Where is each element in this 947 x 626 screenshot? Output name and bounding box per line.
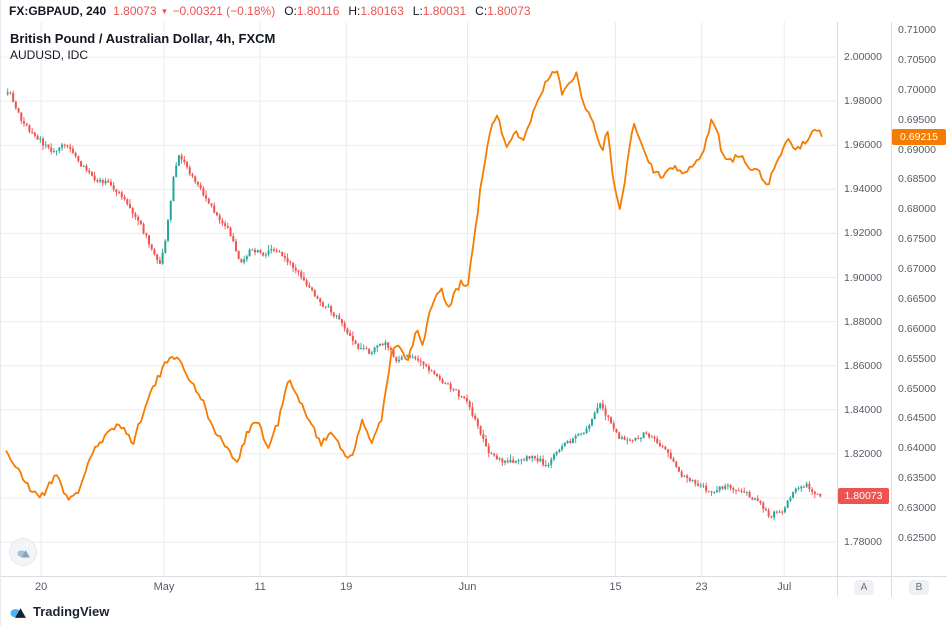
legend-overlay-series[interactable]: AUDUSD, IDC bbox=[10, 48, 89, 62]
axis-separator-b bbox=[891, 22, 892, 597]
price-tick-label: 0.65000 bbox=[898, 382, 936, 395]
price-tick-label: 0.69500 bbox=[898, 113, 936, 126]
price-tick-label: 1.82000 bbox=[844, 447, 882, 460]
ohlc-high: H:1.80163 bbox=[348, 4, 404, 18]
chart-canvas bbox=[1, 22, 837, 576]
price-tick-label: 1.88000 bbox=[844, 315, 882, 328]
last-price: 1.80073 bbox=[113, 4, 157, 18]
price-tick-label: 1.78000 bbox=[844, 536, 882, 549]
price-tick-label: 0.66000 bbox=[898, 322, 936, 335]
time-tick-label: Jul bbox=[777, 581, 792, 593]
price-tick-label: 1.84000 bbox=[844, 403, 882, 416]
time-tick-label: Jun bbox=[458, 581, 477, 593]
tradingview-watermark-button[interactable] bbox=[9, 538, 37, 566]
price-tick-label: 0.66500 bbox=[898, 292, 936, 305]
tradingview-logo-icon bbox=[16, 549, 30, 557]
price-tick-label: 0.63000 bbox=[898, 502, 936, 515]
price-tick-label: 0.70000 bbox=[898, 83, 936, 96]
tradingview-logo-icon bbox=[10, 607, 26, 618]
time-tick-label: 11 bbox=[254, 581, 266, 593]
chart-plot-area[interactable]: British Pound / Australian Dollar, 4h, F… bbox=[1, 22, 837, 576]
price-tick-label: 2.00000 bbox=[844, 51, 882, 64]
price-tick-label: 0.64000 bbox=[898, 442, 936, 455]
price-tick-label: 1.96000 bbox=[844, 139, 882, 152]
price-tick-label: 0.67000 bbox=[898, 263, 936, 276]
price-tick-label: 0.62500 bbox=[898, 531, 936, 544]
price-tick-label: 0.71000 bbox=[898, 24, 936, 36]
price-tick-label: 0.64500 bbox=[898, 412, 936, 425]
price-scale-b-button[interactable]: B bbox=[909, 580, 929, 595]
symbol-info-bar: FX:GBPAUD, 240 1.80073 ▼ −0.00321 (−0.18… bbox=[1, 0, 947, 22]
ohlc-open: O:1.80116 bbox=[284, 4, 340, 18]
price-tick-label: 1.90000 bbox=[844, 271, 882, 284]
price-down-arrow-icon: ▼ bbox=[160, 6, 169, 16]
price-tick-label: 1.94000 bbox=[844, 183, 882, 196]
audusd-line-series bbox=[5, 70, 823, 501]
price-tick-label: 0.67500 bbox=[898, 233, 936, 246]
price-axis-audusd[interactable]: 0.71000 0.70500 0.70000 0.69500 0.69000 0.685… bbox=[891, 22, 947, 576]
price-tick-label: 0.68500 bbox=[898, 173, 936, 186]
chart-legend: British Pound / Australian Dollar, 4h, F… bbox=[10, 30, 275, 64]
time-tick-label: May bbox=[153, 581, 175, 593]
axis-separator-a bbox=[837, 22, 838, 597]
time-tick-label: 23 bbox=[695, 581, 708, 593]
last-price-badge-gbpaud: 1.80073 bbox=[838, 488, 889, 505]
tradingview-branding-bar: TradingView bbox=[1, 597, 947, 626]
ohlc-low: L:1.80031 bbox=[412, 4, 467, 18]
grid-lines bbox=[1, 22, 837, 576]
price-tick-label: 1.98000 bbox=[844, 95, 882, 108]
price-tick-label: 1.92000 bbox=[844, 227, 882, 240]
price-tick-label: 0.63500 bbox=[898, 472, 936, 485]
time-axis[interactable]: A B 20 May 11 19 Jun 15 23 Jul bbox=[1, 576, 947, 597]
time-tick-label: 19 bbox=[340, 581, 353, 593]
price-tick-label: 1.86000 bbox=[844, 359, 882, 372]
price-change: −0.00321 (−0.18%) bbox=[172, 4, 276, 18]
last-price-badge-audusd: 0.69215 bbox=[892, 128, 946, 145]
ohlc-close: C:1.80073 bbox=[475, 4, 531, 18]
price-axis-gbpaud[interactable]: 2.00000 1.98000 1.96000 1.94000 1.92000 1.900… bbox=[837, 22, 891, 576]
price-tick-label: 0.65500 bbox=[898, 352, 936, 365]
gbpaud-candlestick-series bbox=[6, 88, 822, 521]
symbol-name[interactable]: FX:GBPAUD, 240 bbox=[9, 4, 107, 18]
price-tick-label: 0.69000 bbox=[898, 143, 936, 156]
time-tick-label: 15 bbox=[609, 581, 622, 593]
price-scale-a-button[interactable]: A bbox=[854, 580, 874, 595]
time-tick-label: 20 bbox=[35, 581, 48, 593]
tradingview-logo-text[interactable]: TradingView bbox=[33, 604, 110, 619]
price-tick-label: 0.68000 bbox=[898, 203, 936, 216]
price-tick-label: 0.70500 bbox=[898, 53, 936, 66]
legend-main-series[interactable]: British Pound / Australian Dollar, 4h, F… bbox=[10, 31, 276, 46]
